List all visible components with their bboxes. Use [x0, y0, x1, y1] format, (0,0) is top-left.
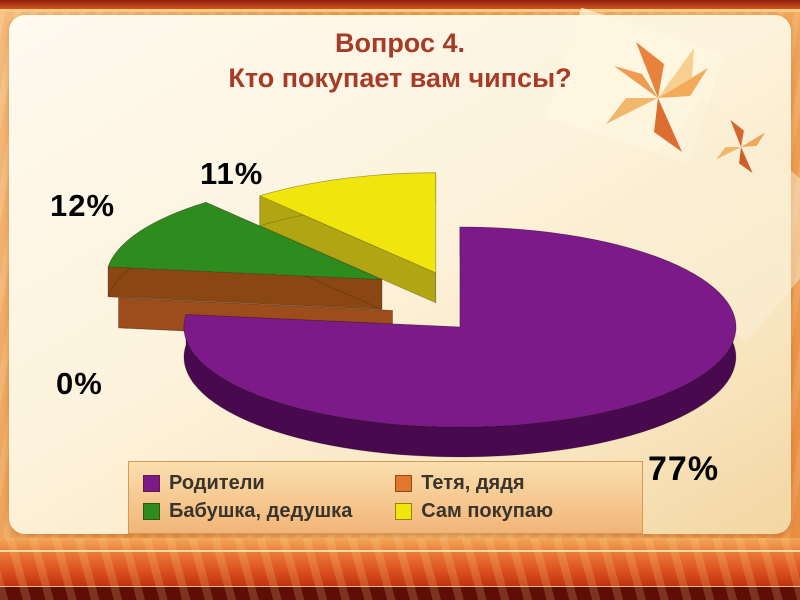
legend-swatch-aunt-uncle [395, 475, 413, 492]
legend-swatch-parents [143, 475, 160, 492]
top-border-band [0, 0, 800, 9]
legend-swatch-grandparents [143, 503, 160, 520]
legend-swatch-self [395, 503, 413, 520]
data-label-grandparents: 12% [50, 188, 116, 223]
legend-label-aunt-uncle: Тетя, дядя [421, 472, 525, 494]
slide-title-line1: Вопрос 4. [335, 28, 465, 58]
top-gold-line [0, 9, 800, 12]
legend-item-parents: Родители [143, 472, 395, 495]
bottom-border-band [0, 538, 800, 600]
data-label-parents: 77% [648, 450, 720, 488]
pinwheel-decoration-icon [606, 42, 708, 152]
legend-item-self: Сам покупаю [395, 500, 628, 523]
pie-slice-top-2 [107, 202, 383, 280]
pie-slice-top-0 [183, 226, 737, 428]
legend-label-parents: Родители [169, 472, 265, 494]
legend-label-grandparents: Бабушка, дедушка [169, 500, 353, 522]
slide-title-line2: Кто покупает вам чипсы? [228, 63, 572, 94]
legend-item-aunt-uncle: Тетя, дядя [395, 472, 628, 495]
data-label-aunt-uncle: 0% [56, 366, 103, 401]
legend-item-grandparents: Бабушка, дедушка [143, 500, 395, 523]
legend-label-self: Сам покупаю [421, 500, 554, 522]
slide-title: Вопрос 4. Кто покупает вам чипсы? [0, 26, 800, 96]
chart-legend: Родители Тетя, дядя Бабушка, дедушка Сам… [128, 461, 643, 534]
bottom-dark-strip [0, 586, 800, 600]
pinwheel-decoration-icon [715, 119, 766, 174]
bottom-gold-line [0, 550, 800, 552]
data-label-self: 11% [200, 156, 264, 191]
pie-slice-top-3 [259, 172, 437, 274]
